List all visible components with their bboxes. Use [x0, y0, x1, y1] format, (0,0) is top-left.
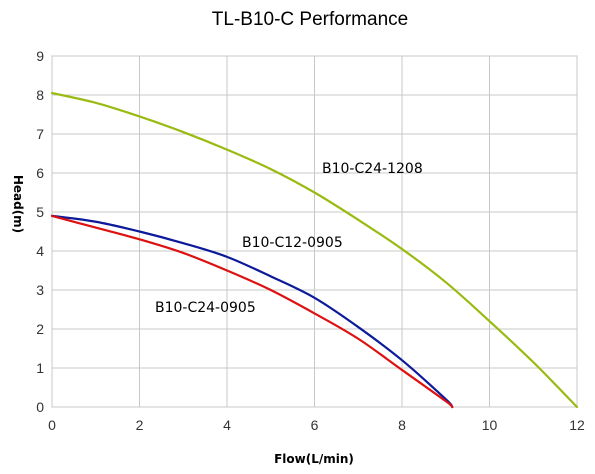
series-line-b10-c24-0905 — [50, 214, 454, 409]
series-label-b10-c24-0905: B10-C24-0905 — [155, 300, 256, 316]
y-tick-label: 5 — [36, 204, 44, 220]
x-tick-label: 6 — [311, 417, 319, 433]
x-tick-label: 4 — [223, 417, 231, 433]
x-axis-ticks: 0 2 4 6 8 10 12 — [48, 417, 585, 433]
x-tick-label: 10 — [482, 417, 498, 433]
grid-lines — [51, 55, 578, 408]
y-axis-label: Head(m) — [11, 175, 25, 233]
y-tick-label: 8 — [36, 87, 44, 103]
chart-title: TL-B10-C Performance — [212, 9, 408, 30]
series-lines — [50, 91, 579, 409]
y-tick-label: 4 — [36, 243, 44, 259]
series-label-b10-c12-0905: B10-C12-0905 — [242, 235, 343, 251]
series-line-b10-c12-0905 — [50, 214, 454, 409]
x-tick-label: 2 — [136, 417, 144, 433]
x-tick-label: 12 — [569, 417, 585, 433]
y-tick-label: 1 — [36, 360, 44, 376]
y-tick-label: 2 — [36, 321, 44, 337]
x-tick-label: 8 — [398, 417, 406, 433]
y-tick-label: 9 — [36, 48, 44, 64]
y-tick-label: 3 — [36, 282, 44, 298]
y-tick-label: 6 — [36, 165, 44, 181]
series-line-b10-c24-1208 — [50, 91, 579, 409]
series-label-b10-c24-1208: B10-C24-1208 — [322, 161, 423, 177]
y-tick-label: 7 — [36, 126, 44, 142]
x-tick-label: 0 — [48, 417, 56, 433]
series-labels: B10-C24-1208 B10-C12-0905 B10-C24-0905 — [155, 161, 423, 316]
x-axis-label: Flow(L/min) — [274, 452, 354, 466]
y-tick-label: 0 — [36, 399, 44, 415]
y-axis-ticks: 0 1 2 3 4 5 6 7 8 9 — [36, 48, 44, 415]
